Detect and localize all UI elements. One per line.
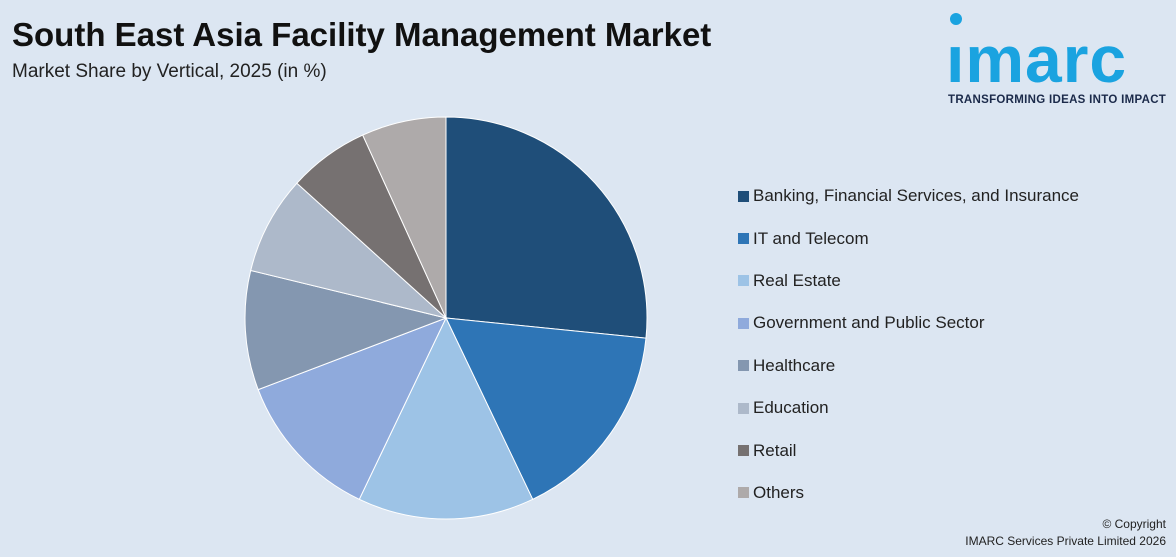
legend-swatch [738, 190, 749, 202]
chart-subtitle: Market Share by Vertical, 2025 (in %) [12, 61, 327, 82]
pie-slice-government-and-public-sector [257, 317, 447, 500]
logo-tagline: TRANSFORMING IDEAS INTO IMPACT [948, 94, 1167, 106]
pie-slice-healthcare [244, 269, 448, 391]
legend-label: Government and Public Sector [753, 313, 985, 333]
legend-item-government-and-public-sector: Government and Public Sector [738, 302, 1079, 344]
legend-item-healthcare: Healthcare [738, 345, 1079, 387]
pie-slice-real-estate [358, 316, 534, 520]
legend-item-retail: Retail [738, 429, 1079, 471]
copyright-line-2: IMARC Services Private Limited 2026 [965, 534, 1166, 548]
logo-dot-icon [950, 13, 962, 25]
legend-swatch [738, 233, 749, 245]
pie-slice-banking-financial-services-and-insurance [445, 116, 648, 339]
legend-item-banking-financial-services-and-insurance: Banking, Financial Services, and Insuran… [738, 175, 1079, 217]
copyright-notice: © Copyright IMARC Services Private Limit… [965, 516, 1166, 550]
legend-label: Others [753, 482, 805, 502]
legend-swatch [738, 317, 749, 329]
legend-swatch [738, 487, 749, 499]
legend-label: Retail [753, 440, 797, 460]
legend-item-others: Others [738, 472, 1079, 514]
pie-slice-it-and-telecom [445, 317, 647, 500]
pie-slice-others [362, 116, 447, 319]
legend-label: Education [753, 398, 829, 418]
chart-title: South East Asia Facility Management Mark… [12, 16, 712, 53]
legend-label: Real Estate [753, 270, 841, 290]
legend-label: Healthcare [753, 355, 836, 375]
copyright-line-1: © Copyright [1102, 517, 1166, 531]
logo-wordmark: ımarc [946, 22, 1128, 96]
chart-legend: Banking, Financial Services, and Insuran… [738, 175, 1079, 514]
legend-item-it-and-telecom: IT and Telecom [738, 217, 1079, 259]
imarc-logo: ımarc TRANSFORMING IDEAS INTO IMPACT [946, 12, 1170, 110]
legend-swatch [738, 402, 749, 414]
legend-swatch [738, 275, 749, 287]
legend-swatch [738, 445, 749, 457]
legend-label: Banking, Financial Services, and Insuran… [753, 186, 1080, 206]
legend-item-real-estate: Real Estate [738, 260, 1079, 302]
legend-item-education: Education [738, 387, 1079, 429]
pie-slice-education [250, 182, 447, 319]
legend-swatch [738, 360, 749, 372]
legend-label: IT and Telecom [753, 228, 869, 248]
